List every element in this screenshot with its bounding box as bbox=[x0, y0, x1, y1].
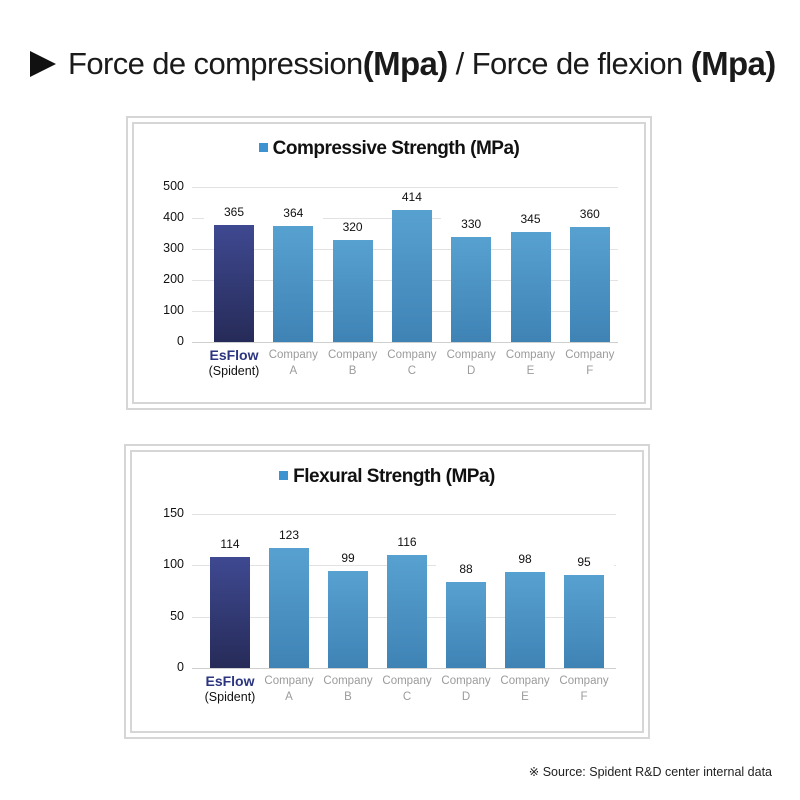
y-axis-tick: 400 bbox=[163, 210, 184, 224]
x-label-line1: Company bbox=[387, 349, 437, 361]
x-label-line1: Company bbox=[559, 675, 609, 687]
y-axis-tick: 50 bbox=[170, 608, 184, 623]
chart-inner-border bbox=[132, 122, 646, 404]
value-label: 345 bbox=[500, 211, 561, 226]
x-axis-label: Company B bbox=[317, 673, 379, 705]
x-label-line1: Company bbox=[382, 675, 432, 687]
x-label-line1: Company bbox=[505, 349, 556, 361]
x-label-line2: E bbox=[521, 691, 529, 703]
bar-esflow bbox=[214, 225, 254, 342]
page-heading: Force de compression (Mpa) / Force de fl… bbox=[30, 44, 776, 84]
x-axis-label: Company A bbox=[258, 673, 320, 705]
x-label-line1: Company bbox=[264, 675, 314, 687]
x-axis-label: Company E bbox=[500, 347, 562, 379]
x-axis-label: Company F bbox=[559, 347, 621, 379]
value-label: 88 bbox=[436, 562, 496, 577]
y-axis-tick: 100 bbox=[163, 303, 184, 317]
gridline bbox=[192, 668, 616, 669]
y-axis-tick: 0 bbox=[177, 334, 184, 348]
x-label-line2: F bbox=[586, 365, 594, 377]
x-axis-label: Company D bbox=[440, 347, 502, 379]
x-label-line2: F bbox=[580, 691, 588, 703]
bar-company bbox=[505, 572, 545, 668]
x-label-line1: EsFlow bbox=[205, 673, 255, 689]
x-label-line2: B bbox=[348, 365, 357, 377]
x-axis-label: Company E bbox=[494, 673, 556, 705]
x-label-line1: EsFlow bbox=[209, 347, 259, 363]
value-label: 320 bbox=[322, 219, 383, 234]
heading-compression: Force de compression bbox=[68, 46, 363, 81]
bar-company bbox=[564, 575, 604, 668]
x-axis-label: Company C bbox=[381, 347, 443, 379]
x-axis-label: Company B bbox=[322, 347, 384, 379]
x-label-line2: A bbox=[285, 691, 293, 703]
x-label-line1: Company bbox=[323, 675, 373, 687]
gridline bbox=[192, 342, 618, 343]
x-label-line1: Company bbox=[327, 349, 378, 361]
x-label-line2: B bbox=[344, 691, 352, 703]
x-label-line1: Company bbox=[500, 675, 550, 687]
bar-company bbox=[510, 231, 551, 342]
x-label-line2: D bbox=[467, 365, 476, 377]
value-label: 116 bbox=[377, 534, 437, 549]
y-axis-tick: 100 bbox=[163, 557, 184, 572]
x-label-line1: Company bbox=[565, 349, 615, 361]
bar-company bbox=[451, 236, 492, 342]
gridline bbox=[192, 187, 618, 188]
bar-company bbox=[332, 239, 373, 342]
x-label-line1: Company bbox=[446, 349, 496, 361]
flexural-strength-chart: Flexural Strength (MPa) 0 50 100 150 114 EsFl… bbox=[124, 444, 650, 739]
y-axis-tick: 300 bbox=[163, 241, 184, 255]
x-label-line1: Company bbox=[268, 349, 318, 361]
chart-inner-border bbox=[130, 450, 644, 733]
heading-unit-1: (Mpa) bbox=[362, 45, 449, 82]
x-axis-label: EsFlow (Spident) bbox=[203, 347, 265, 379]
value-label: 123 bbox=[259, 528, 319, 543]
value-label: 360 bbox=[559, 207, 620, 222]
x-axis-label: Company A bbox=[262, 347, 324, 379]
x-axis-label: Company D bbox=[435, 673, 497, 705]
value-label: 114 bbox=[200, 536, 260, 551]
legend-swatch-icon bbox=[258, 143, 268, 152]
play-triangle-icon bbox=[30, 51, 56, 77]
bar-company bbox=[273, 225, 314, 342]
heading-flexion: / Force de flexion bbox=[447, 46, 691, 81]
x-axis-label: Company F bbox=[553, 673, 615, 705]
x-label-line2: E bbox=[526, 365, 535, 377]
value-label: 364 bbox=[263, 205, 324, 220]
compressive-strength-chart: Compressive Strength (MPa) 0 100 200 300 400… bbox=[126, 116, 652, 410]
value-label: 95 bbox=[554, 555, 614, 570]
value-label: 98 bbox=[495, 552, 555, 567]
heading-unit-2: (Mpa) bbox=[690, 45, 777, 82]
bar-company bbox=[446, 582, 486, 668]
x-label-line2: (Spident) bbox=[204, 690, 256, 704]
x-label-line2: C bbox=[407, 365, 417, 377]
bar-esflow bbox=[210, 556, 250, 668]
bar-company bbox=[328, 571, 368, 668]
value-label: 99 bbox=[318, 551, 378, 566]
bar-company bbox=[569, 227, 610, 342]
x-axis-label: Company C bbox=[376, 673, 438, 705]
bar-company bbox=[391, 209, 432, 342]
source-note: ※ Source: Spident R&D center internal da… bbox=[528, 765, 772, 779]
value-label: 414 bbox=[381, 189, 442, 204]
bar-company bbox=[387, 554, 427, 668]
x-axis-label: EsFlow (Spident) bbox=[199, 673, 261, 705]
y-axis-tick: 500 bbox=[163, 179, 184, 193]
x-label-line2: (Spident) bbox=[208, 364, 260, 378]
x-label-line2: C bbox=[402, 691, 412, 703]
bar-company bbox=[269, 548, 309, 668]
chart-title: Flexural Strength (MPa) bbox=[126, 466, 648, 488]
y-axis-tick: 150 bbox=[163, 506, 184, 520]
value-label: 330 bbox=[441, 216, 502, 231]
chart-title: Compressive Strength (MPa) bbox=[128, 138, 650, 160]
x-label-line2: D bbox=[461, 691, 471, 703]
gridline bbox=[192, 514, 616, 515]
y-axis-tick: 200 bbox=[163, 272, 184, 286]
y-axis-tick: 0 bbox=[177, 660, 184, 674]
legend-swatch-icon bbox=[279, 471, 289, 480]
x-label-line1: Company bbox=[441, 675, 491, 687]
value-label: 365 bbox=[204, 205, 264, 220]
x-label-line2: A bbox=[289, 365, 298, 377]
